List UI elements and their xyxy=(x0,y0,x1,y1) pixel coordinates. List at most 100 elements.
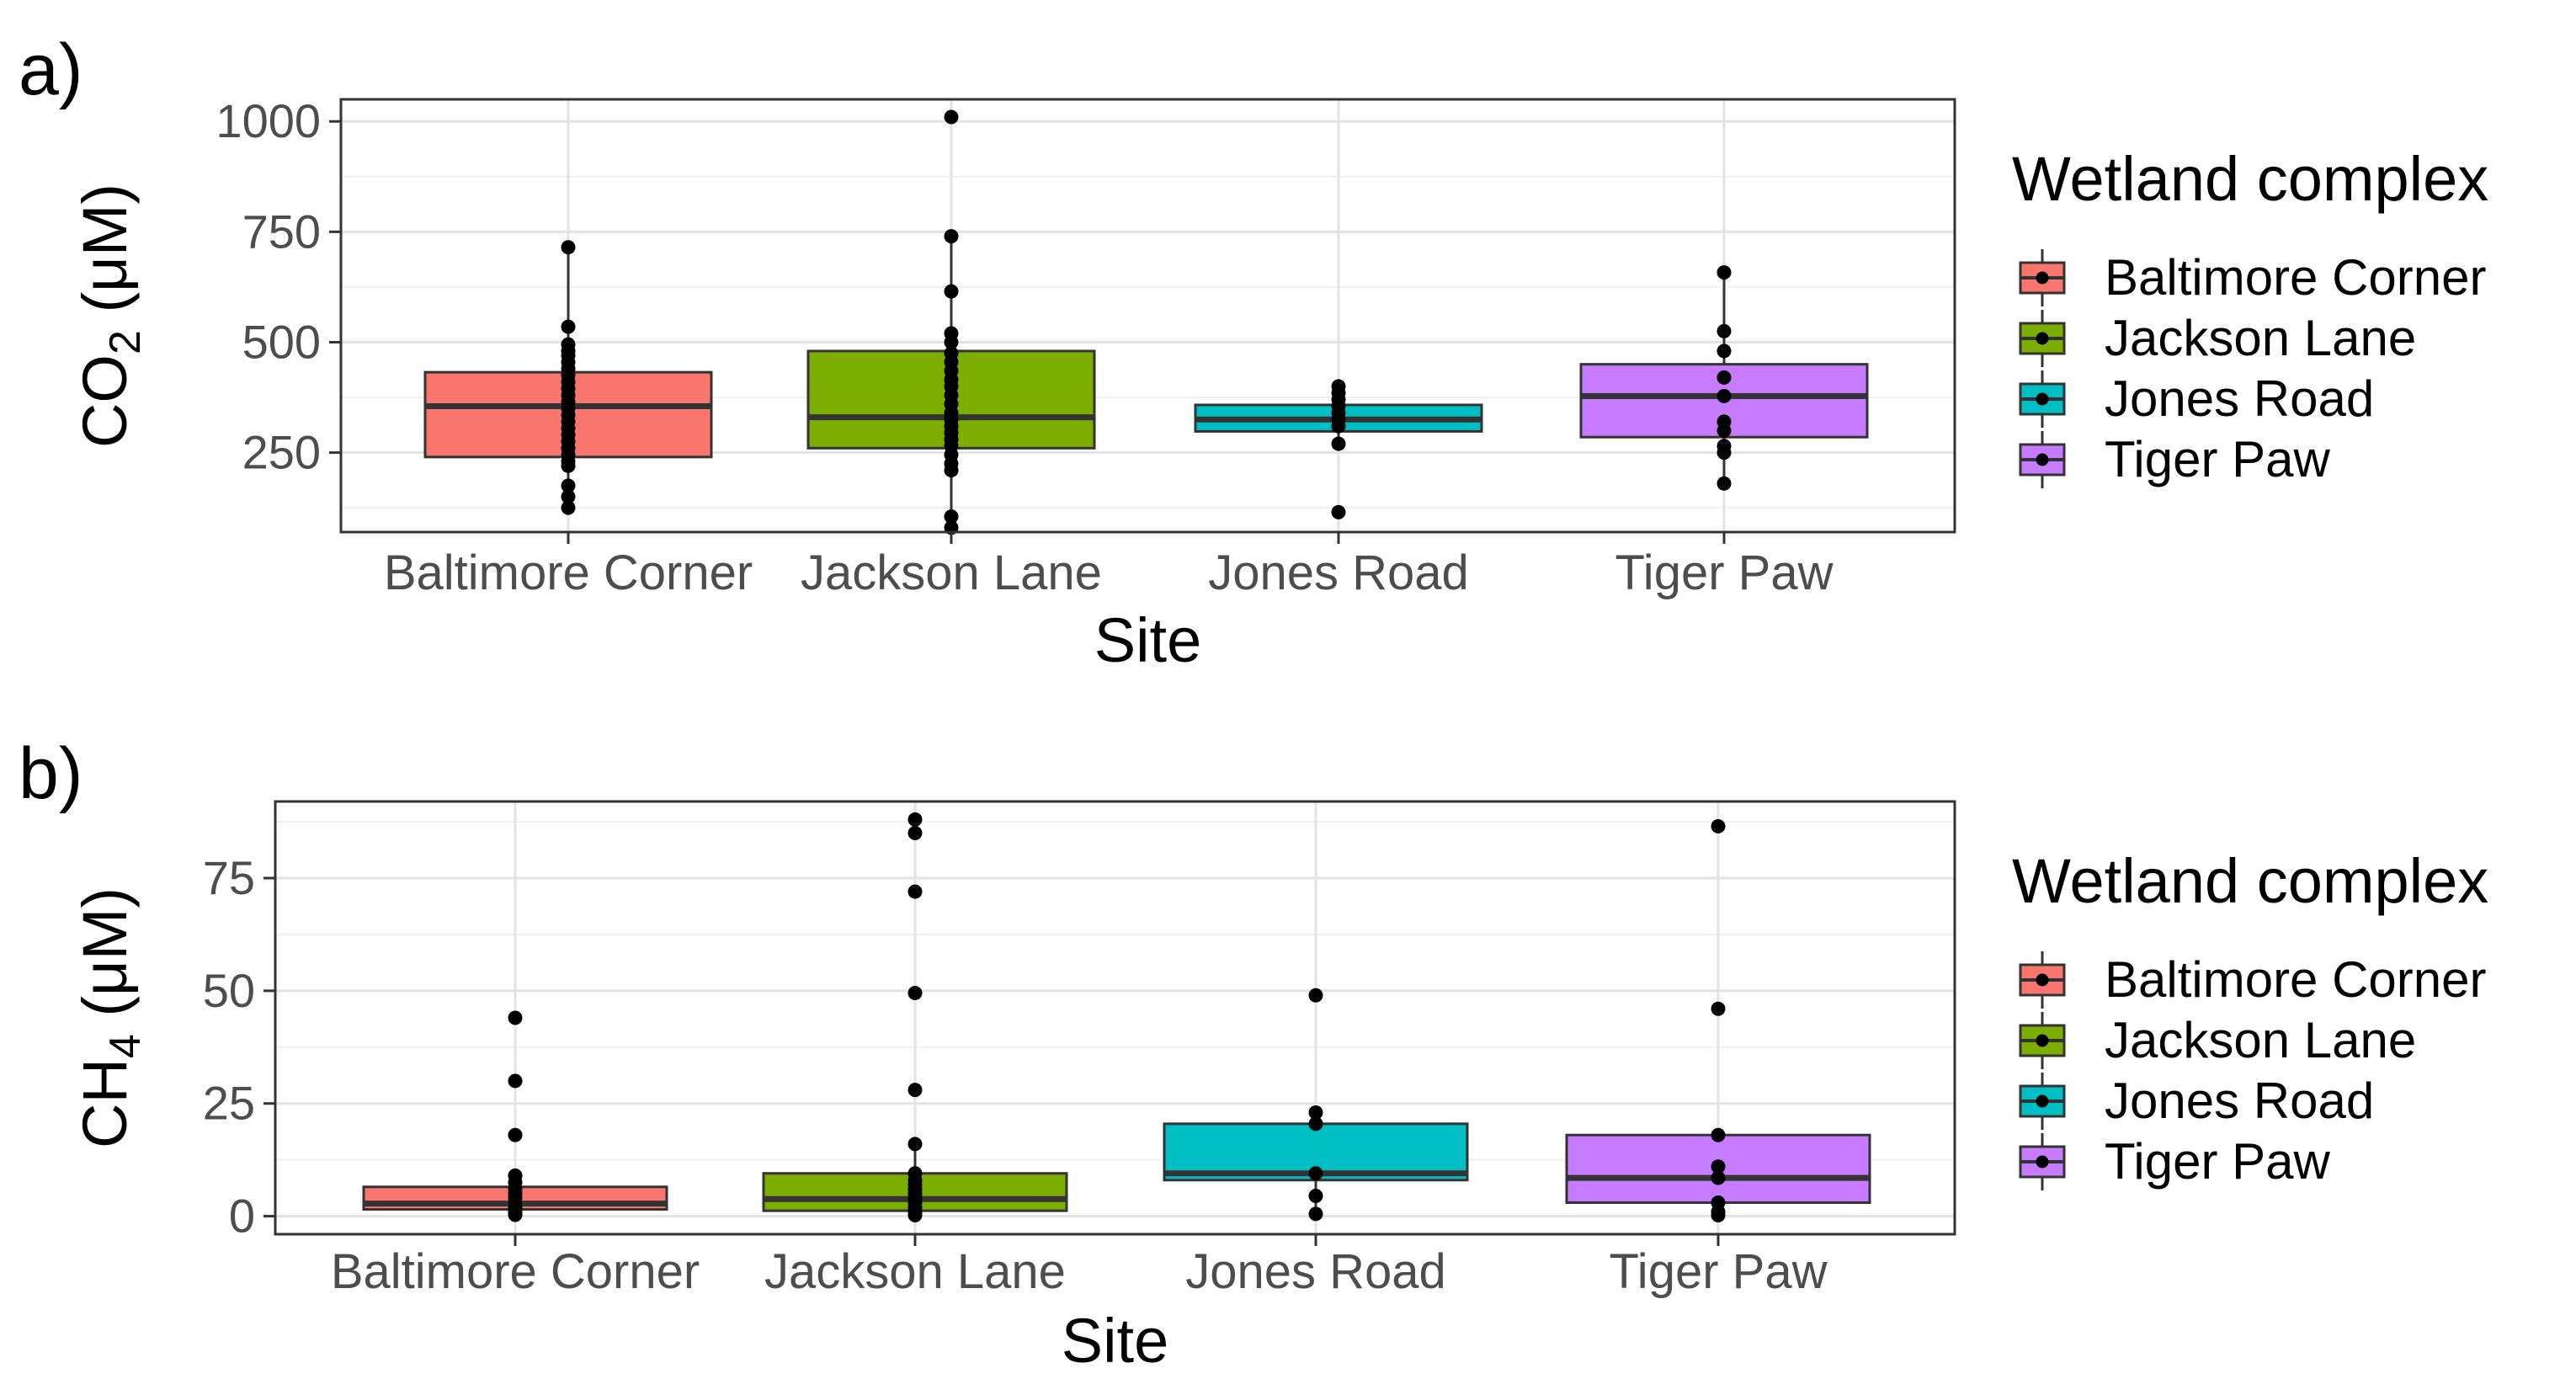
legend-key-point xyxy=(2036,271,2049,285)
y-axis-title-subscript: 4 xyxy=(101,1034,150,1058)
data-point xyxy=(907,1083,923,1098)
legend-item-baltimore-corner: Baltimore Corner xyxy=(2019,951,2487,1009)
legend-item-jones-road: Jones Road xyxy=(2019,370,2374,428)
data-point xyxy=(1308,988,1323,1003)
legend-key-point xyxy=(2036,1034,2049,1047)
y-tick-label: 50 xyxy=(203,964,255,1017)
data-point xyxy=(944,284,959,299)
y-axis-title-main: CO xyxy=(70,354,140,448)
data-point xyxy=(1711,1127,1726,1142)
x-tick-label: Jackson Lane xyxy=(764,1244,1066,1299)
data-point xyxy=(1711,1208,1726,1223)
box-tiger-paw xyxy=(1565,818,1871,1223)
y-axis-title-main: CH xyxy=(70,1058,140,1148)
data-point xyxy=(907,812,923,827)
legend-title: Wetland complex xyxy=(2012,144,2488,214)
box-tiger-paw xyxy=(1579,265,1869,491)
data-point xyxy=(944,509,959,524)
box-jones-road xyxy=(1163,988,1469,1222)
data-point xyxy=(1308,1105,1323,1120)
legend-title: Wetland complex xyxy=(2012,846,2488,916)
y-tick-label: 500 xyxy=(242,315,321,368)
legend-key-point xyxy=(2036,453,2049,466)
legend-item-label: Baltimore Corner xyxy=(2105,951,2487,1008)
legend-item-tiger-paw: Tiger Paw xyxy=(2019,1133,2331,1190)
data-point xyxy=(561,489,576,504)
data-point xyxy=(907,825,923,840)
data-point xyxy=(1716,423,1732,438)
data-point xyxy=(907,986,923,1001)
panel-a: 250 500 750 1000 Baltimore Corner Jackson Lan… xyxy=(19,29,1956,675)
data-point xyxy=(1308,1206,1323,1222)
y-tick-label: 75 xyxy=(203,851,255,904)
data-point xyxy=(907,1208,923,1223)
legend-item-jones-road: Jones Road xyxy=(2019,1073,2374,1130)
plot-border xyxy=(339,98,1956,534)
y-axis-title-unit: (μM) xyxy=(70,887,140,1034)
legend-key-point xyxy=(2036,1094,2049,1108)
data-point xyxy=(561,500,576,515)
legend-item-label: Jackson Lane xyxy=(2105,1012,2416,1068)
x-tick-label: Tiger Paw xyxy=(1615,546,1834,600)
y-axis-title: CH4 (μM) xyxy=(70,887,150,1148)
plot-background xyxy=(341,99,1955,532)
y-tick-label: 0 xyxy=(229,1190,255,1243)
x-axis-title: Site xyxy=(1094,605,1202,675)
data-point xyxy=(1711,1159,1726,1174)
data-point xyxy=(1331,504,1346,519)
y-tick-label: 250 xyxy=(242,426,321,479)
data-point xyxy=(508,1010,523,1025)
legend-item-label: Tiger Paw xyxy=(2105,431,2331,487)
data-point xyxy=(1716,445,1732,461)
plot-border xyxy=(274,800,1956,1236)
data-point xyxy=(944,229,959,244)
x-axis-title: Site xyxy=(1062,1306,1169,1376)
legend-key-point xyxy=(2036,1155,2049,1169)
legend-item-label: Jackson Lane xyxy=(2105,310,2416,366)
data-point xyxy=(944,463,959,478)
box-baltimore-corner xyxy=(423,240,713,515)
legend-key-point xyxy=(2036,973,2049,987)
data-point xyxy=(561,458,576,473)
data-point xyxy=(561,319,576,334)
x-tick-label: Jackson Lane xyxy=(801,546,1102,600)
data-point xyxy=(1331,436,1346,451)
data-point xyxy=(1711,1170,1726,1185)
data-point xyxy=(1308,1116,1323,1131)
box-jackson-lane xyxy=(806,109,1096,535)
data-point xyxy=(561,240,576,255)
data-point xyxy=(907,884,923,899)
box-jackson-lane xyxy=(762,812,1068,1223)
box-jones-road xyxy=(1194,379,1483,519)
data-point xyxy=(1308,1188,1323,1203)
data-point xyxy=(1711,818,1726,833)
data-point xyxy=(561,478,576,493)
panel-b: 0 25 50 75 Baltimore Corner Jackson Lane Jones… xyxy=(19,733,1956,1376)
y-tick-label: 1000 xyxy=(216,94,321,147)
data-point xyxy=(1711,1001,1726,1016)
legend-item-tiger-paw: Tiger Paw xyxy=(2019,431,2331,488)
legend-item-jackson-lane: Jackson Lane xyxy=(2019,310,2416,367)
panel-label: b) xyxy=(19,733,82,814)
legend-key-point xyxy=(2036,332,2049,345)
data-point xyxy=(1716,388,1732,403)
legend-key-point xyxy=(2036,392,2049,406)
data-point xyxy=(944,334,959,349)
x-tick-label: Jones Road xyxy=(1185,1244,1446,1299)
y-axis-title-subscript: 2 xyxy=(101,330,150,354)
box-baltimore-corner xyxy=(362,1010,668,1222)
data-point xyxy=(907,1137,923,1152)
x-tick-label: Baltimore Corner xyxy=(331,1244,700,1299)
x-tick-label: Tiger Paw xyxy=(1610,1244,1828,1299)
data-point xyxy=(944,109,959,125)
legend-item-jackson-lane: Jackson Lane xyxy=(2019,1012,2416,1069)
y-axis-title-unit: (μM) xyxy=(70,184,140,330)
data-point xyxy=(508,1207,523,1222)
panel-label: a) xyxy=(19,29,82,110)
legend-item-baltimore-corner: Baltimore Corner xyxy=(2019,249,2487,306)
data-point xyxy=(1716,323,1732,338)
data-point xyxy=(1331,418,1346,434)
